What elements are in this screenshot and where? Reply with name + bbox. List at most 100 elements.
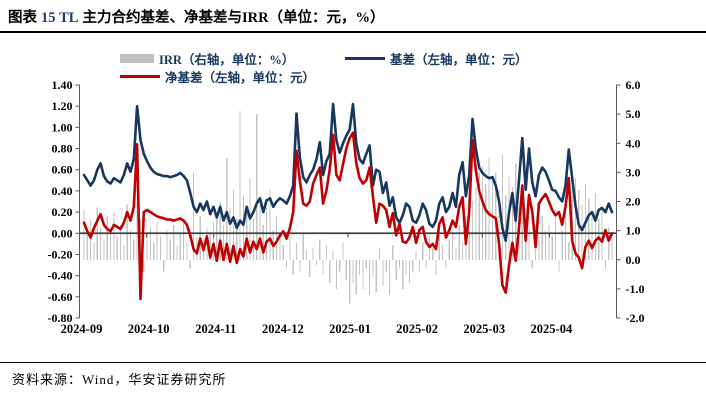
left-axis-tick-label: 1.00 — [52, 120, 73, 134]
irr-bar — [295, 242, 298, 260]
irr-bar — [481, 166, 484, 260]
x-axis-tick-label: 2024-10 — [128, 322, 170, 336]
irr-bar — [594, 192, 596, 260]
irr-bar — [246, 213, 248, 260]
right-axis-tick-label: 4.0 — [626, 136, 641, 150]
left-axis-tick-label: 0.00 — [52, 226, 73, 240]
legend-label-irr: IRR（右轴，单位：%） — [159, 53, 295, 67]
irr-bar — [216, 216, 218, 260]
irr-bar — [488, 157, 490, 260]
irr-bar — [109, 233, 112, 260]
irr-bar — [505, 195, 507, 260]
irr-bar — [408, 259, 411, 284]
irr-bar — [395, 259, 397, 281]
data-source: 资料来源：Wind，华安证券研究所 — [12, 372, 227, 387]
irr-bar — [86, 233, 88, 260]
irr-bar — [392, 245, 394, 260]
irr-bar — [359, 259, 361, 275]
irr-bar — [425, 259, 427, 269]
irr-bar — [442, 245, 444, 260]
x-axis-tick-label: 2024-11 — [195, 322, 236, 336]
irr-bar — [435, 259, 437, 275]
irr-bar — [561, 230, 563, 260]
irr-bar — [269, 189, 271, 260]
irr-bar — [538, 236, 540, 260]
legend-label-basis: 基差（左轴，单位：元） — [390, 53, 528, 67]
figure-title-prefix: 图表 — [8, 10, 37, 26]
irr-bar — [163, 259, 165, 272]
irr-bar — [608, 227, 610, 260]
irr-bar — [385, 259, 387, 272]
basis-line-swatch — [345, 57, 385, 60]
irr-bar — [219, 201, 221, 260]
figure-title: 图表 15 TL 主力合约基差、净基差与IRR（单位：元，%） — [8, 6, 385, 27]
irr-bar — [315, 259, 318, 266]
right-axis-tick-label: -2.0 — [626, 311, 645, 325]
legend-item-irr: IRR（右轴，单位：%） — [120, 49, 294, 68]
irr-bar — [116, 236, 118, 260]
irr-bar — [262, 224, 264, 260]
figure-title-text: 主力合约基差、净基差与IRR（单位：元，%） — [82, 10, 385, 26]
irr-bar — [226, 157, 228, 260]
irr-bar — [302, 233, 304, 260]
x-axis-tick-label: 2025-02 — [396, 322, 438, 336]
irr-bar — [531, 259, 533, 269]
irr-bar — [355, 259, 357, 295]
irr-bar — [551, 236, 553, 260]
irr-bar — [544, 230, 547, 260]
irr-bar — [259, 201, 261, 260]
irr-bar — [146, 233, 148, 260]
irr-bar — [581, 204, 583, 260]
net-basis-line — [82, 131, 614, 301]
irr-bar — [471, 201, 474, 260]
irr-bar — [100, 227, 102, 260]
left-axis-tick-label: 0.80 — [52, 142, 73, 156]
irr-bar — [143, 259, 145, 272]
irr-bar — [189, 259, 191, 269]
x-axis-tick-label: 2024-12 — [262, 322, 304, 336]
irr-bar — [568, 242, 570, 260]
irr-bar — [478, 172, 480, 260]
irr-bar — [372, 259, 374, 278]
basis-line — [82, 102, 614, 242]
irr-bar — [159, 236, 161, 260]
irr-bar — [292, 259, 294, 275]
irr-bar — [90, 218, 92, 260]
irr-bar — [412, 259, 414, 272]
irr-bar — [445, 259, 447, 269]
irr-bar — [83, 210, 85, 260]
irr-bar — [332, 251, 334, 260]
left-axis-tick-label: -0.40 — [48, 269, 73, 283]
left-axis-tick-label: -0.20 — [48, 247, 73, 261]
x-axis-tick-label: 2025-04 — [531, 322, 573, 336]
irr-bar — [415, 251, 417, 260]
left-axis-tick-label: 1.40 — [52, 78, 73, 92]
irr-bar — [183, 218, 185, 260]
left-axis-tick-label: -0.60 — [48, 290, 73, 304]
irr-bar — [362, 259, 364, 289]
irr-bar — [611, 239, 613, 260]
irr-bar — [491, 178, 494, 260]
x-axis-tick-label: 2025-01 — [329, 322, 371, 336]
right-axis-tick-label: -1.0 — [626, 282, 645, 296]
irr-bar — [209, 233, 211, 260]
irr-bar — [129, 230, 132, 260]
irr-bar — [528, 201, 530, 260]
irr-bar — [405, 259, 407, 275]
irr-bar — [305, 251, 308, 260]
irr-bar — [438, 233, 440, 260]
irr-bar — [511, 186, 513, 260]
figure-title-number: 15 TL — [41, 10, 79, 26]
right-axis — [616, 84, 621, 319]
irr-bar — [368, 259, 371, 295]
irr-bar — [554, 216, 557, 260]
irr-bar — [289, 236, 291, 260]
irr-bar — [179, 233, 181, 260]
x-axis-tick-label: 2025-03 — [463, 322, 505, 336]
irr-bar — [452, 230, 454, 260]
x-axis-tick-label: 2024-09 — [61, 322, 103, 336]
right-axis-tick-label: 3.0 — [626, 165, 641, 179]
irr-bar — [299, 259, 301, 272]
